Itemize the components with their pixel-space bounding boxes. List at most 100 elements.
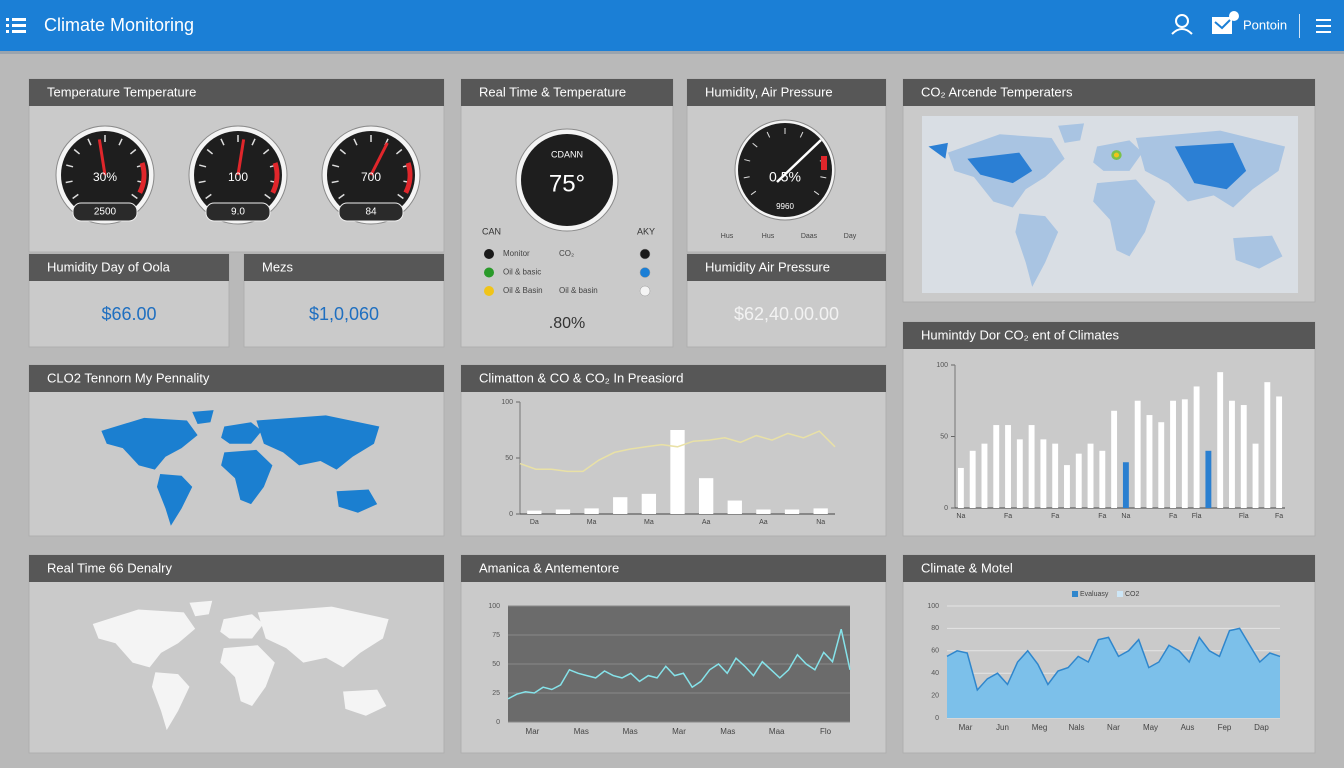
gauge-tick <box>338 193 345 200</box>
gauge-tick <box>331 180 339 184</box>
scale-label: Hus <box>762 233 775 240</box>
user-name[interactable]: Pontoin <box>1243 17 1287 32</box>
x-tick-label: Da <box>530 519 539 526</box>
gauge-red-zone <box>821 156 827 170</box>
bar <box>1040 439 1047 508</box>
gauge-tick <box>820 176 827 179</box>
x-tick-label: Mas <box>623 727 638 736</box>
gauge-label-pill <box>72 202 138 222</box>
y-tick-label: 0 <box>935 715 939 722</box>
kpi-value: $1,0,060 <box>309 304 379 324</box>
x-tick-label: Mas <box>574 727 589 736</box>
x-tick-label: Fa <box>1004 513 1012 520</box>
kpi-value: .80% <box>549 315 585 332</box>
panel-title: Humidity Air Pressure <box>705 259 830 274</box>
x-tick-label: Ma <box>587 519 597 526</box>
bar <box>1028 425 1035 508</box>
x-tick-label: Na <box>1121 513 1130 520</box>
panel-header <box>29 254 229 281</box>
kpi-value: $62,40.00.00 <box>734 304 839 324</box>
gauge-tick <box>199 164 207 168</box>
gauge-tick <box>353 138 358 146</box>
panel-title: CLO2 Tennorn My Pennality <box>47 370 210 385</box>
x-tick-label: Fla <box>1239 513 1249 520</box>
bar <box>1146 415 1153 508</box>
top-bar <box>0 0 1344 51</box>
gauge-label-pill <box>205 202 271 222</box>
panel-header <box>903 555 1315 582</box>
gauge-tick <box>251 138 256 146</box>
panel-header <box>687 254 886 281</box>
x-tick-label: Maa <box>769 727 785 736</box>
panel-title: CO₂ Arcende Temperaters <box>921 84 1073 99</box>
y-tick-label: 100 <box>488 603 500 610</box>
bar <box>993 425 1000 508</box>
bar <box>1122 462 1129 508</box>
legend-label: Oil & Basin <box>503 286 543 295</box>
legend-swatch <box>1117 591 1123 597</box>
bar <box>957 467 964 508</box>
legend-label: Monitor <box>503 249 530 258</box>
more-icon[interactable] <box>1316 19 1331 33</box>
x-tick-label: Mar <box>526 727 540 736</box>
x-tick-label: Aa <box>759 519 768 526</box>
bar <box>981 443 988 508</box>
bar <box>813 508 828 514</box>
bar <box>1229 400 1235 508</box>
legend-note: CO₂ <box>559 249 574 258</box>
gauge-tick <box>339 148 347 155</box>
legend-dot <box>639 267 651 278</box>
x-tick-label: Fa <box>1051 513 1059 520</box>
y-tick-label: 100 <box>936 362 948 369</box>
x-tick-label: Fa <box>1275 513 1283 520</box>
panel-header <box>903 79 1315 106</box>
bar <box>1181 399 1188 508</box>
legend-label: CO2 <box>1125 591 1140 598</box>
panel-title: Amanica & Antementore <box>479 560 619 575</box>
gauge-needle <box>776 139 822 183</box>
user-icon[interactable] <box>1171 14 1193 35</box>
bar <box>670 430 685 514</box>
x-tick-label: Meg <box>1032 723 1048 732</box>
bar <box>727 500 742 514</box>
bar <box>784 509 800 514</box>
panel-header <box>29 365 444 392</box>
x-tick-label: May <box>1143 723 1158 732</box>
gauge-tick <box>264 193 271 200</box>
x-tick-label: Na <box>956 513 965 520</box>
gauge-tick <box>744 159 751 162</box>
scale-label: Day <box>844 233 857 240</box>
panel-title: Humidity Day of Oola <box>47 259 171 274</box>
x-tick-label: Fla <box>1192 513 1202 520</box>
menu-icon[interactable] <box>6 18 26 33</box>
x-tick-label: Aa <box>702 519 711 526</box>
y-tick-label: 80 <box>931 625 939 632</box>
bar <box>527 510 542 514</box>
separator <box>1299 14 1300 38</box>
gauge-tick <box>262 148 270 155</box>
panel-title: Climate & Motel <box>921 560 1013 575</box>
gauge-value: 30% <box>93 170 117 184</box>
panel-body <box>28 364 445 537</box>
bar <box>613 497 628 514</box>
gauge-label: 2500 <box>94 207 117 218</box>
gauge-tick <box>73 148 81 155</box>
y-tick-label: 20 <box>931 692 939 699</box>
gauge-tick <box>129 148 137 155</box>
map-highlights <box>928 142 1247 190</box>
bar <box>1276 396 1283 508</box>
gauge-red-zone <box>403 162 413 194</box>
x-tick-label: Na <box>816 519 825 526</box>
legend-dot <box>484 249 494 259</box>
bar <box>1193 386 1200 508</box>
bar <box>641 493 657 514</box>
y-tick-label: 60 <box>931 648 939 655</box>
notification-icon[interactable] <box>1212 11 1239 34</box>
legend-dot <box>484 286 494 296</box>
y-tick-label: 0 <box>509 511 513 518</box>
bar <box>1264 382 1271 508</box>
gauge-tick <box>72 193 79 200</box>
panel-header <box>687 79 886 106</box>
